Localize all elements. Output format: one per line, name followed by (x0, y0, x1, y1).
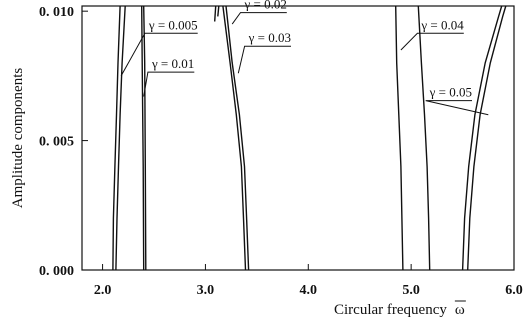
annotation-leader-0 (120, 32, 198, 77)
series-line-10 (461, 5, 503, 271)
x-axis-label: Circular frequency (334, 302, 447, 318)
annotation-leader-3 (237, 45, 291, 74)
y-tick-label: 0. 010 (39, 5, 74, 20)
x-tick-label: 6.0 (505, 283, 523, 298)
series-line-1 (141, 5, 145, 271)
y-tick-label: 0. 005 (39, 135, 74, 150)
x-axis-symbol: ω (455, 302, 465, 318)
annotation-label-5: γ = 0.05 (429, 85, 472, 100)
series-line-2 (112, 5, 121, 271)
annotation-label-4: γ = 0.04 (420, 17, 464, 32)
series-line-4 (222, 5, 247, 271)
axes: 2.0 3.0 4.0 5.0 6.0 0. 000 0. 005 0. 010 (39, 5, 523, 298)
series-line-0 (115, 5, 126, 271)
x-tick-label: 2.0 (94, 283, 112, 298)
plot-frame (81, 5, 515, 271)
annotations-group: γ = 0.005 γ = 0.01 γ = 0.02 γ = 0.03 γ = 0.0… (120, 0, 489, 116)
annotation-label-1: γ = 0.01 (151, 56, 194, 71)
annotation-label-0: γ = 0.005 (148, 17, 198, 32)
series-line-8 (395, 5, 404, 271)
series-line-5 (214, 5, 217, 22)
series-line-6 (225, 5, 250, 271)
series-line-7 (217, 5, 220, 17)
annotation-leader-5 (425, 100, 489, 116)
x-tick-label: 4.0 (300, 283, 318, 298)
annotation-leader-4 (400, 32, 464, 51)
x-tick-label: 5.0 (402, 283, 420, 298)
y-axis-label: Amplitude components (10, 68, 26, 209)
series-line-9 (417, 5, 431, 271)
annotation-label-3: γ = 0.03 (248, 30, 291, 45)
x-tick-label: 3.0 (197, 283, 215, 298)
series-group (112, 5, 507, 271)
annotation-label-2: γ = 0.02 (244, 0, 287, 12)
series-line-11 (467, 5, 507, 271)
annotation-leader-1 (143, 71, 195, 97)
y-tick-label: 0. 000 (39, 264, 74, 279)
annotation-leader-2 (231, 12, 287, 25)
